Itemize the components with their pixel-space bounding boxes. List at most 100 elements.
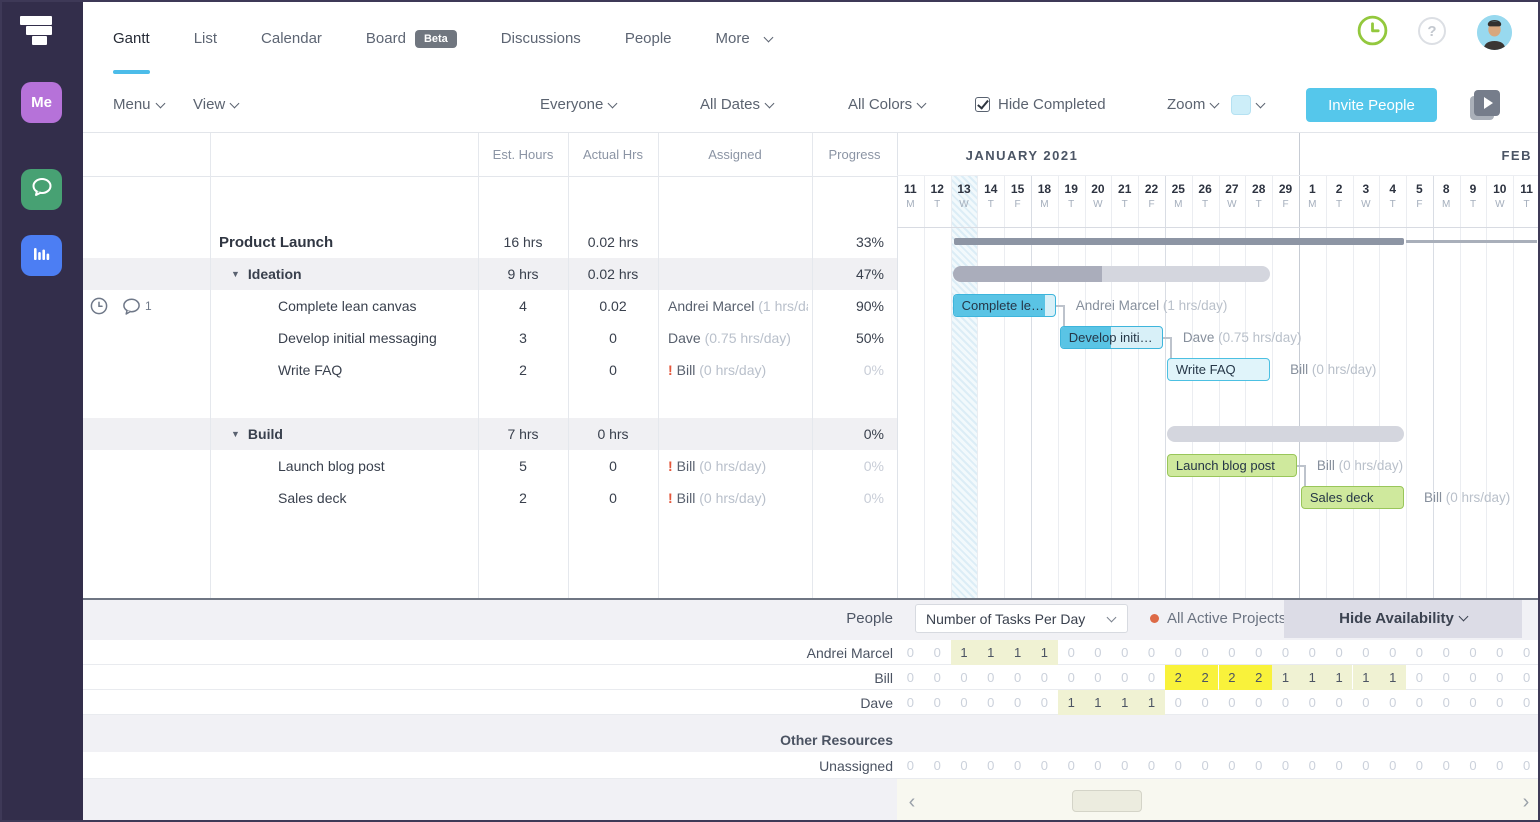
invite-people-button[interactable]: Invite People xyxy=(1306,88,1437,122)
availability-metric-dropdown[interactable]: Number of Tasks Per Day xyxy=(915,604,1128,633)
task-bar-label: Launch blog post xyxy=(1175,458,1275,473)
est-hours-cell[interactable]: 2 xyxy=(519,362,527,378)
dates-filter-dropdown[interactable]: All Dates xyxy=(700,77,775,132)
presentation-mode-button[interactable] xyxy=(1470,90,1500,120)
scrollbar-thumb[interactable] xyxy=(1072,790,1142,812)
active-projects-filter[interactable]: All Active Projects xyxy=(1150,598,1286,638)
hide-availability-button[interactable]: Hide Availability xyxy=(1284,598,1522,638)
progress-cell[interactable]: 47% xyxy=(855,266,884,282)
actual-hours-cell[interactable]: 0.02 xyxy=(599,298,627,314)
task-bar[interactable]: Sales deck xyxy=(1300,486,1405,509)
actual-hours-cell[interactable]: 0 xyxy=(609,490,617,506)
progress-cell[interactable]: 0% xyxy=(863,362,884,378)
bar-assignee-label: Bill (0 hrs/day) xyxy=(1424,486,1510,509)
progress-cell[interactable]: 0% xyxy=(863,458,884,474)
assigned-cell[interactable]: ! Bill (0 hrs/day) xyxy=(668,482,808,514)
column-header-est-hours: Est. Hours xyxy=(492,147,554,162)
availability-cell: 0 xyxy=(1522,645,1531,660)
tab-people[interactable]: People xyxy=(625,0,672,77)
colors-filter-dropdown[interactable]: All Colors xyxy=(848,77,927,132)
availability-cell: 0 xyxy=(1201,758,1209,773)
actual-hours-cell[interactable]: 0.02 hrs xyxy=(587,234,639,250)
zoom-dropdown[interactable]: Zoom xyxy=(1167,77,1220,132)
est-hours-cell[interactable]: 7 hrs xyxy=(507,426,539,442)
horizontal-scroll-area xyxy=(897,779,1540,822)
scroll-right-arrow[interactable]: › xyxy=(1522,791,1530,813)
availability-cell: 0 xyxy=(1147,645,1156,660)
task-name[interactable]: Write FAQ xyxy=(278,362,343,378)
chat-button[interactable] xyxy=(21,169,62,210)
group-bar[interactable] xyxy=(1166,426,1404,442)
est-hours-cell[interactable]: 16 hrs xyxy=(503,234,543,250)
availability-cell: 0 xyxy=(1389,695,1397,710)
tab-gantt[interactable]: Gantt xyxy=(113,0,150,77)
progress-cell[interactable]: 50% xyxy=(855,330,884,346)
tab-list[interactable]: List xyxy=(194,0,217,77)
task-bar[interactable]: Write FAQ xyxy=(1166,358,1271,381)
assigned-cell[interactable]: ! Bill (0 hrs/day) xyxy=(668,354,808,386)
assignee-name: Andrei Marcel xyxy=(668,298,755,314)
view-dropdown[interactable]: View xyxy=(193,77,240,132)
assignee-name: Bill xyxy=(1290,362,1309,377)
assigned-cell[interactable]: Dave (0.75 hrs/day) xyxy=(668,322,808,354)
user-avatar[interactable] xyxy=(1477,15,1512,50)
chevron-down-icon xyxy=(1106,612,1117,622)
task-bar[interactable]: Launch blog post xyxy=(1166,454,1297,477)
group-name[interactable]: ▼ Build xyxy=(231,418,283,450)
day-number: 21 xyxy=(1118,182,1132,196)
tab-board[interactable]: Board Beta xyxy=(366,0,457,77)
task-name[interactable]: Complete lean canvas xyxy=(278,298,417,314)
availability-cell: 0 xyxy=(1121,758,1129,773)
availability-cell: 0 xyxy=(1469,758,1477,773)
time-tracking-button[interactable] xyxy=(1357,15,1388,51)
assigned-cell[interactable]: Andrei Marcel (1 hrs/day) xyxy=(668,290,808,322)
actual-hours-cell[interactable]: 0 xyxy=(609,458,617,474)
task-name[interactable]: Launch blog post xyxy=(278,458,385,474)
day-number: 11 xyxy=(904,182,917,196)
actual-hours-cell[interactable]: 0 hrs xyxy=(597,426,629,442)
help-button[interactable]: ? xyxy=(1418,17,1446,45)
group-bar[interactable] xyxy=(952,266,1271,282)
hide-completed-checkbox[interactable]: Hide Completed xyxy=(975,77,1106,132)
comments-icon[interactable] xyxy=(122,298,141,315)
availability-cell: 1 xyxy=(1111,690,1139,715)
menu-dropdown[interactable]: Menu xyxy=(113,77,165,132)
task-name[interactable]: Sales deck xyxy=(278,490,347,506)
teamgantt-logo-icon[interactable] xyxy=(20,16,64,50)
est-hours-cell[interactable]: 3 xyxy=(519,330,527,346)
est-hours-cell[interactable]: 9 hrs xyxy=(507,266,539,282)
est-hours-cell[interactable]: 2 xyxy=(519,490,527,506)
color-swatch-dropdown[interactable] xyxy=(1231,77,1266,132)
tab-discussions[interactable]: Discussions xyxy=(501,0,581,77)
tab-more[interactable]: More xyxy=(716,0,774,77)
my-tasks-button[interactable]: Me xyxy=(21,82,62,123)
tab-calendar[interactable]: Calendar xyxy=(261,0,322,77)
actual-hours-cell[interactable]: 0 xyxy=(609,330,617,346)
actual-hours-cell[interactable]: 0 xyxy=(609,362,617,378)
est-hours-cell[interactable]: 4 xyxy=(519,298,527,314)
task-name[interactable]: Develop initial messaging xyxy=(278,330,437,346)
task-bar-label: Write FAQ xyxy=(1175,362,1236,377)
availability-cell: 0 xyxy=(1121,670,1129,685)
time-tracking-icon[interactable] xyxy=(90,297,108,315)
est-hours-cell[interactable]: 5 xyxy=(519,458,527,474)
day-column-header: 18 M xyxy=(1031,175,1058,227)
actual-hours-cell[interactable]: 0.02 hrs xyxy=(587,266,639,282)
day-column-header: 28 T xyxy=(1245,175,1272,227)
task-bar[interactable]: Complete le… xyxy=(952,294,1056,317)
reports-button[interactable] xyxy=(21,235,62,276)
progress-cell[interactable]: 33% xyxy=(855,234,884,250)
project-name[interactable]: Product Launch xyxy=(219,233,334,251)
assigned-cell[interactable]: ! Bill (0 hrs/day) xyxy=(668,450,808,482)
project-bar[interactable] xyxy=(953,238,1405,245)
scroll-left-arrow[interactable]: ‹ xyxy=(908,791,916,813)
people-filter-dropdown[interactable]: Everyone xyxy=(540,77,618,132)
progress-cell[interactable]: 90% xyxy=(855,298,884,314)
task-bar[interactable]: Develop initi… xyxy=(1059,326,1163,349)
group-name[interactable]: ▼ Ideation xyxy=(231,258,302,290)
progress-cell[interactable]: 0% xyxy=(863,490,884,506)
progress-cell[interactable]: 0% xyxy=(863,426,884,442)
day-of-week: F xyxy=(1014,199,1021,210)
availability-cell: 0 xyxy=(1094,670,1102,685)
availability-cell: 0 xyxy=(1415,670,1424,685)
